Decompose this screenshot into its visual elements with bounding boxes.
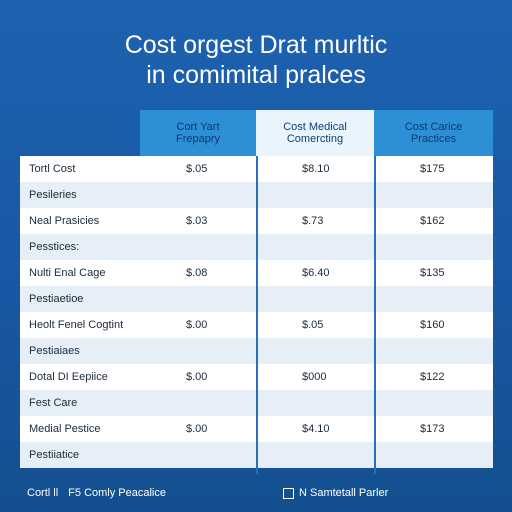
row-label: Heolt Fenel Cogtint [29,319,124,331]
cell-value: $000 [302,371,327,383]
cell-value: $.08 [186,267,208,279]
row-label: Nulti Enal Cage [29,267,106,279]
checkbox-icon[interactable] [283,487,294,499]
column-header-3[interactable]: Cost Carice Practices [374,110,493,156]
cell-value: $.00 [186,371,208,383]
cell-value: $4.10 [302,423,330,435]
row-label: Fest Care [29,397,78,409]
footer-legend-left: Cortl ll F5 Comly Peacalice [27,487,166,499]
column-header-3-line-1: Cost Carice [404,121,463,133]
row-label: Pesileries [29,189,77,201]
row-label: Neal Prasicies [29,215,100,227]
cell-value: $160 [420,319,445,331]
cell-value: $.00 [186,423,208,435]
page-title-line-1: Cost orgest Drat murltic [124,31,388,59]
row-label: Pestiiatice [29,449,80,461]
row-label: Dotal DI Eepiice [29,371,108,383]
cell-value: $135 [420,267,445,279]
cell-value: $.05 [186,163,208,175]
row-label: Medial Pestice [29,423,101,435]
column-divider [374,156,376,474]
row-label: Pesstices: [29,241,80,253]
footer-left-label-a: Cortl ll [27,487,59,499]
row-label: Tortl Cost [29,163,76,175]
cell-value: $162 [420,215,445,227]
cell-value: $.03 [186,215,208,227]
column-header-2-line-2: Comercting [286,133,344,145]
footer-left-label-b: F5 Comly Peacalice [68,487,166,499]
cell-value: $173 [420,423,445,435]
row-label: Pestiaetioe [29,293,84,305]
column-header-2[interactable]: Cost Medical Comercting [256,110,374,156]
footer-right-label: N Samtetall Parler [299,487,389,499]
cell-value: $.73 [302,215,324,227]
column-divider [256,156,258,474]
column-header-1-line-2: Frepapry [175,133,221,145]
row-label: Pestiaiaes [29,345,80,357]
cost-table: Cort Yart Frepapry Cost Medical Comercti… [20,110,493,474]
page-title-line-2: in comimital pralces [146,61,366,89]
column-header-1[interactable]: Cort Yart Frepapry [140,110,256,156]
column-header-2-line-1: Cost Medical [283,121,347,133]
column-header-3-line-2: Practices [410,133,457,145]
cell-value: $6.40 [302,267,330,279]
cell-value: $122 [420,371,445,383]
cell-value: $8.10 [302,163,330,175]
column-header-1-line-1: Cort Yart [176,121,220,133]
cell-value: $.00 [186,319,208,331]
cell-value: $175 [420,163,445,175]
footer-legend-right[interactable]: N Samtetall Parler [283,487,388,499]
cell-value: $.05 [302,319,324,331]
